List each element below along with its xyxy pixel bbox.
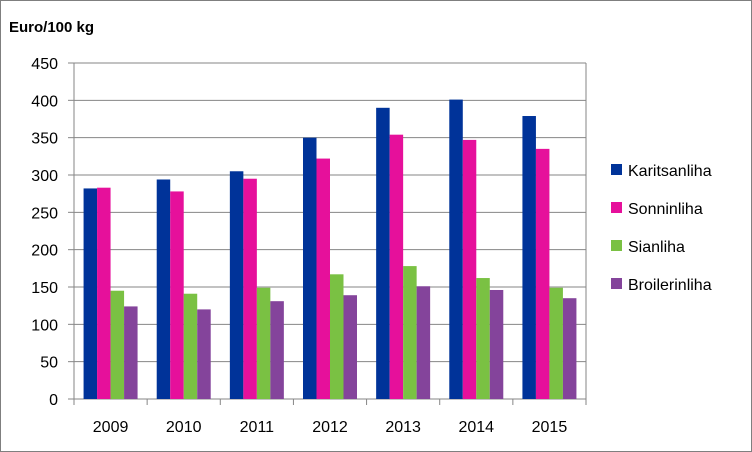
- bar-broilerinliha-2009: [124, 306, 138, 399]
- bar-broilerinliha-2015: [562, 298, 577, 399]
- y-tick-label: 200: [31, 243, 58, 260]
- y-axis-title: Euro/100 kg: [9, 19, 95, 36]
- x-tick-label: 2014: [458, 419, 494, 436]
- x-tick-label: 2009: [93, 419, 129, 436]
- bar-sianliha-2010: [183, 293, 198, 399]
- bar-sianliha-2014: [476, 278, 490, 399]
- x-tick-label: 2015: [532, 419, 568, 436]
- legend-swatch: [611, 278, 622, 289]
- legend-swatch: [611, 240, 622, 251]
- x-tick-label: 2011: [240, 419, 275, 436]
- bar-broilerinliha-2012: [343, 295, 357, 399]
- y-tick-label: 150: [31, 280, 58, 297]
- bar-karitsanliha-2011: [229, 171, 244, 399]
- y-tick-label: 350: [31, 131, 58, 148]
- bar-karitsanliha-2010: [156, 179, 171, 399]
- x-tick-label: 2013: [385, 419, 421, 436]
- bar-sonninliha-2011: [243, 178, 257, 399]
- bar-karitsanliha-2009: [83, 188, 98, 399]
- bar-karitsanliha-2013: [376, 107, 390, 400]
- bar-sonninliha-2010: [170, 191, 184, 399]
- bar-karitsanliha-2014: [449, 99, 463, 399]
- bar-broilerinliha-2010: [197, 309, 211, 399]
- bar-sonninliha-2013: [389, 134, 404, 399]
- bar-sonninliha-2012: [316, 158, 330, 399]
- legend-swatch: [611, 164, 622, 175]
- bar-sonninliha-2009: [97, 187, 111, 399]
- legend-label: Sianliha: [628, 239, 685, 256]
- bar-karitsanliha-2012: [303, 137, 317, 399]
- y-tick-label: 100: [31, 317, 58, 334]
- legend-label: Broilerinliha: [628, 277, 712, 294]
- x-tick-label: 2010: [166, 419, 202, 436]
- bar-sianliha-2012: [330, 274, 344, 399]
- legend-label: Sonninliha: [628, 201, 703, 218]
- legend-label: Karitsanliha: [628, 163, 712, 180]
- y-tick-label: 400: [31, 93, 58, 110]
- bar-sonninliha-2014: [462, 139, 477, 399]
- bar-sianliha-2015: [549, 287, 563, 399]
- bar-sianliha-2011: [256, 287, 271, 399]
- y-tick-label: 0: [49, 392, 58, 409]
- y-tick-label: 250: [31, 205, 58, 222]
- bar-broilerinliha-2013: [416, 286, 431, 399]
- bar-sonninliha-2015: [535, 148, 550, 399]
- bar-sianliha-2013: [403, 266, 417, 399]
- bar-broilerinliha-2011: [270, 301, 284, 399]
- bar-karitsanliha-2015: [522, 116, 536, 399]
- y-tick-label: 300: [31, 168, 58, 185]
- legend-swatch: [611, 202, 622, 213]
- bar-sianliha-2009: [110, 290, 125, 399]
- y-tick-label: 50: [40, 355, 58, 372]
- y-tick-label: 450: [31, 56, 58, 73]
- x-tick-label: 2012: [312, 419, 348, 436]
- bar-broilerinliha-2014: [489, 289, 504, 399]
